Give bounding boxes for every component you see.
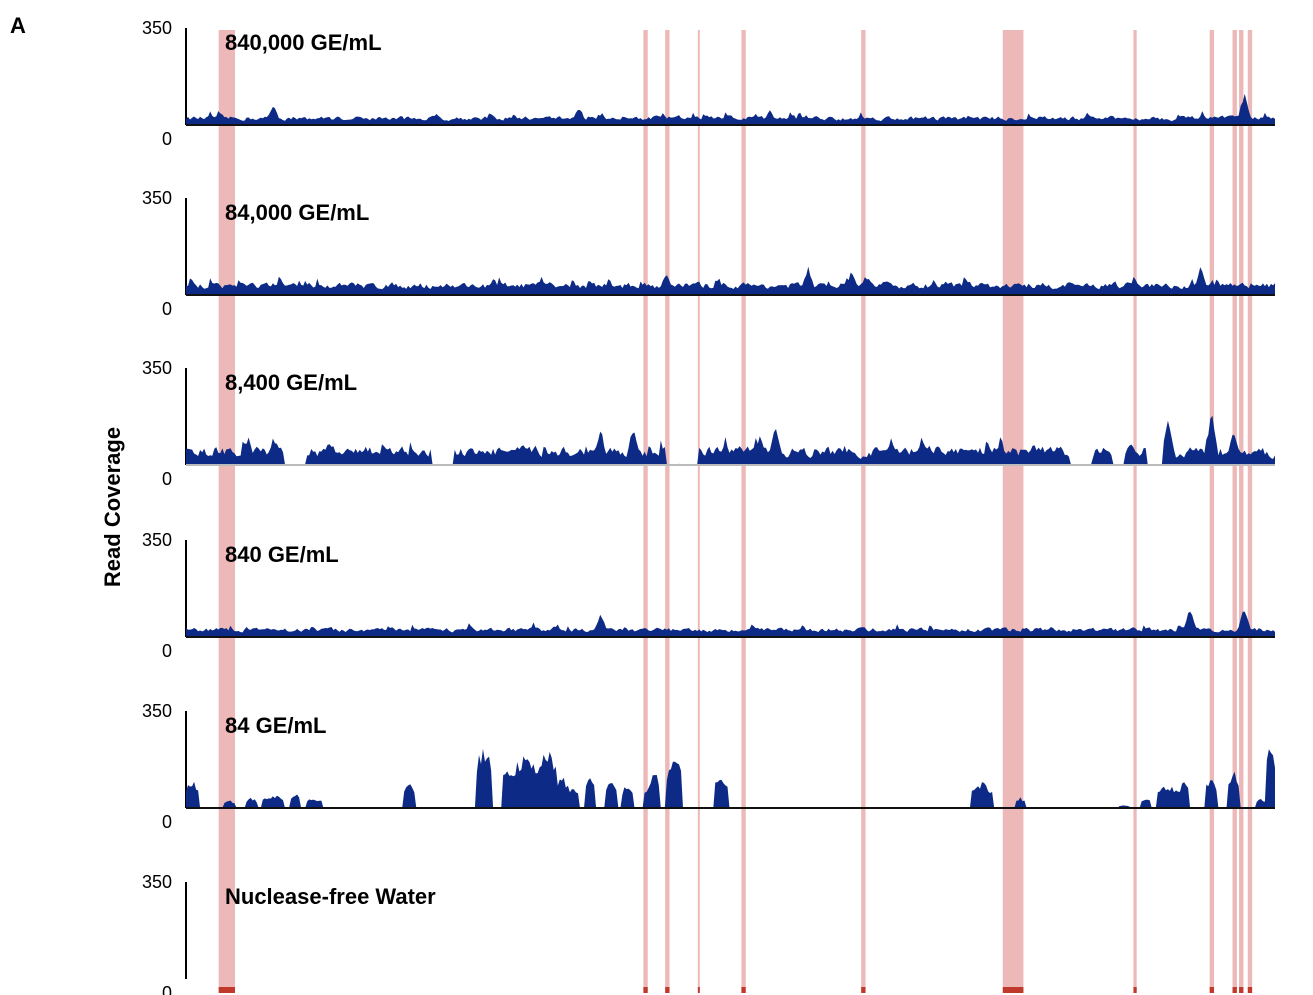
highlight-band: [741, 30, 746, 990]
coverage-track: 350 0 84 GE/mL: [142, 701, 1275, 832]
highlight-band: [1239, 30, 1244, 990]
y-tick-label-min: 0: [162, 983, 172, 995]
highlight-markers: [218, 987, 1253, 993]
y-tick-label-max: 350: [142, 701, 172, 721]
coverage-area: [186, 415, 1275, 465]
highlight-band: [1247, 30, 1253, 990]
highlight-band: [1002, 30, 1024, 990]
highlight-band: [697, 30, 700, 990]
highlight-marker: [1133, 987, 1137, 993]
coverage-track: 350 0 840,000 GE/mL: [142, 18, 1275, 149]
highlight-bands: [218, 30, 1253, 990]
highlight-band: [643, 30, 648, 990]
coverage-track: 350 0 840 GE/mL: [142, 530, 1275, 661]
highlight-marker: [665, 987, 670, 993]
track-title: 84 GE/mL: [225, 713, 326, 738]
coverage-track: 350 0 8,400 GE/mL: [142, 358, 1275, 489]
coverage-track: 350 0 Nuclease-free Water: [142, 872, 436, 995]
y-axis-label: Read Coverage: [100, 427, 125, 587]
highlight-band: [1209, 30, 1215, 990]
y-tick-label-max: 350: [142, 872, 172, 892]
coverage-area: [186, 611, 1275, 637]
coverage-area: [186, 266, 1275, 295]
highlight-marker: [1239, 987, 1244, 993]
highlight-marker: [1002, 987, 1024, 993]
y-tick-label-min: 0: [162, 129, 172, 149]
coverage-area: [186, 748, 1275, 808]
track-title: 84,000 GE/mL: [225, 200, 369, 225]
y-tick-label-max: 350: [142, 530, 172, 550]
y-tick-label-max: 350: [142, 358, 172, 378]
highlight-band: [665, 30, 670, 990]
y-tick-label-min: 0: [162, 299, 172, 319]
highlight-band: [861, 30, 866, 990]
coverage-tracks: 350 0 840,000 GE/mL 350 0 84,000 GE/mL 350 0 8,4…: [142, 18, 1275, 995]
highlight-marker: [1247, 987, 1253, 993]
highlight-band: [1232, 30, 1237, 990]
highlight-marker: [861, 987, 866, 993]
track-title: 840 GE/mL: [225, 542, 339, 567]
coverage-track: 350 0 84,000 GE/mL: [142, 188, 1275, 319]
panel-letter: A: [10, 13, 26, 38]
coverage-area: [186, 93, 1275, 125]
highlight-marker: [218, 987, 236, 993]
y-tick-label-min: 0: [162, 641, 172, 661]
y-tick-label-min: 0: [162, 812, 172, 832]
highlight-band: [218, 30, 236, 990]
y-tick-label-min: 0: [162, 469, 172, 489]
y-tick-label-max: 350: [142, 188, 172, 208]
highlight-marker: [741, 987, 746, 993]
highlight-marker: [1232, 987, 1237, 993]
highlight-marker: [697, 987, 700, 993]
y-tick-label-max: 350: [142, 18, 172, 38]
highlight-marker: [1209, 987, 1215, 993]
track-title: 840,000 GE/mL: [225, 30, 382, 55]
highlight-marker: [643, 987, 648, 993]
highlight-band: [1133, 30, 1137, 990]
track-title: 8,400 GE/mL: [225, 370, 357, 395]
track-title: Nuclease-free Water: [225, 884, 436, 909]
